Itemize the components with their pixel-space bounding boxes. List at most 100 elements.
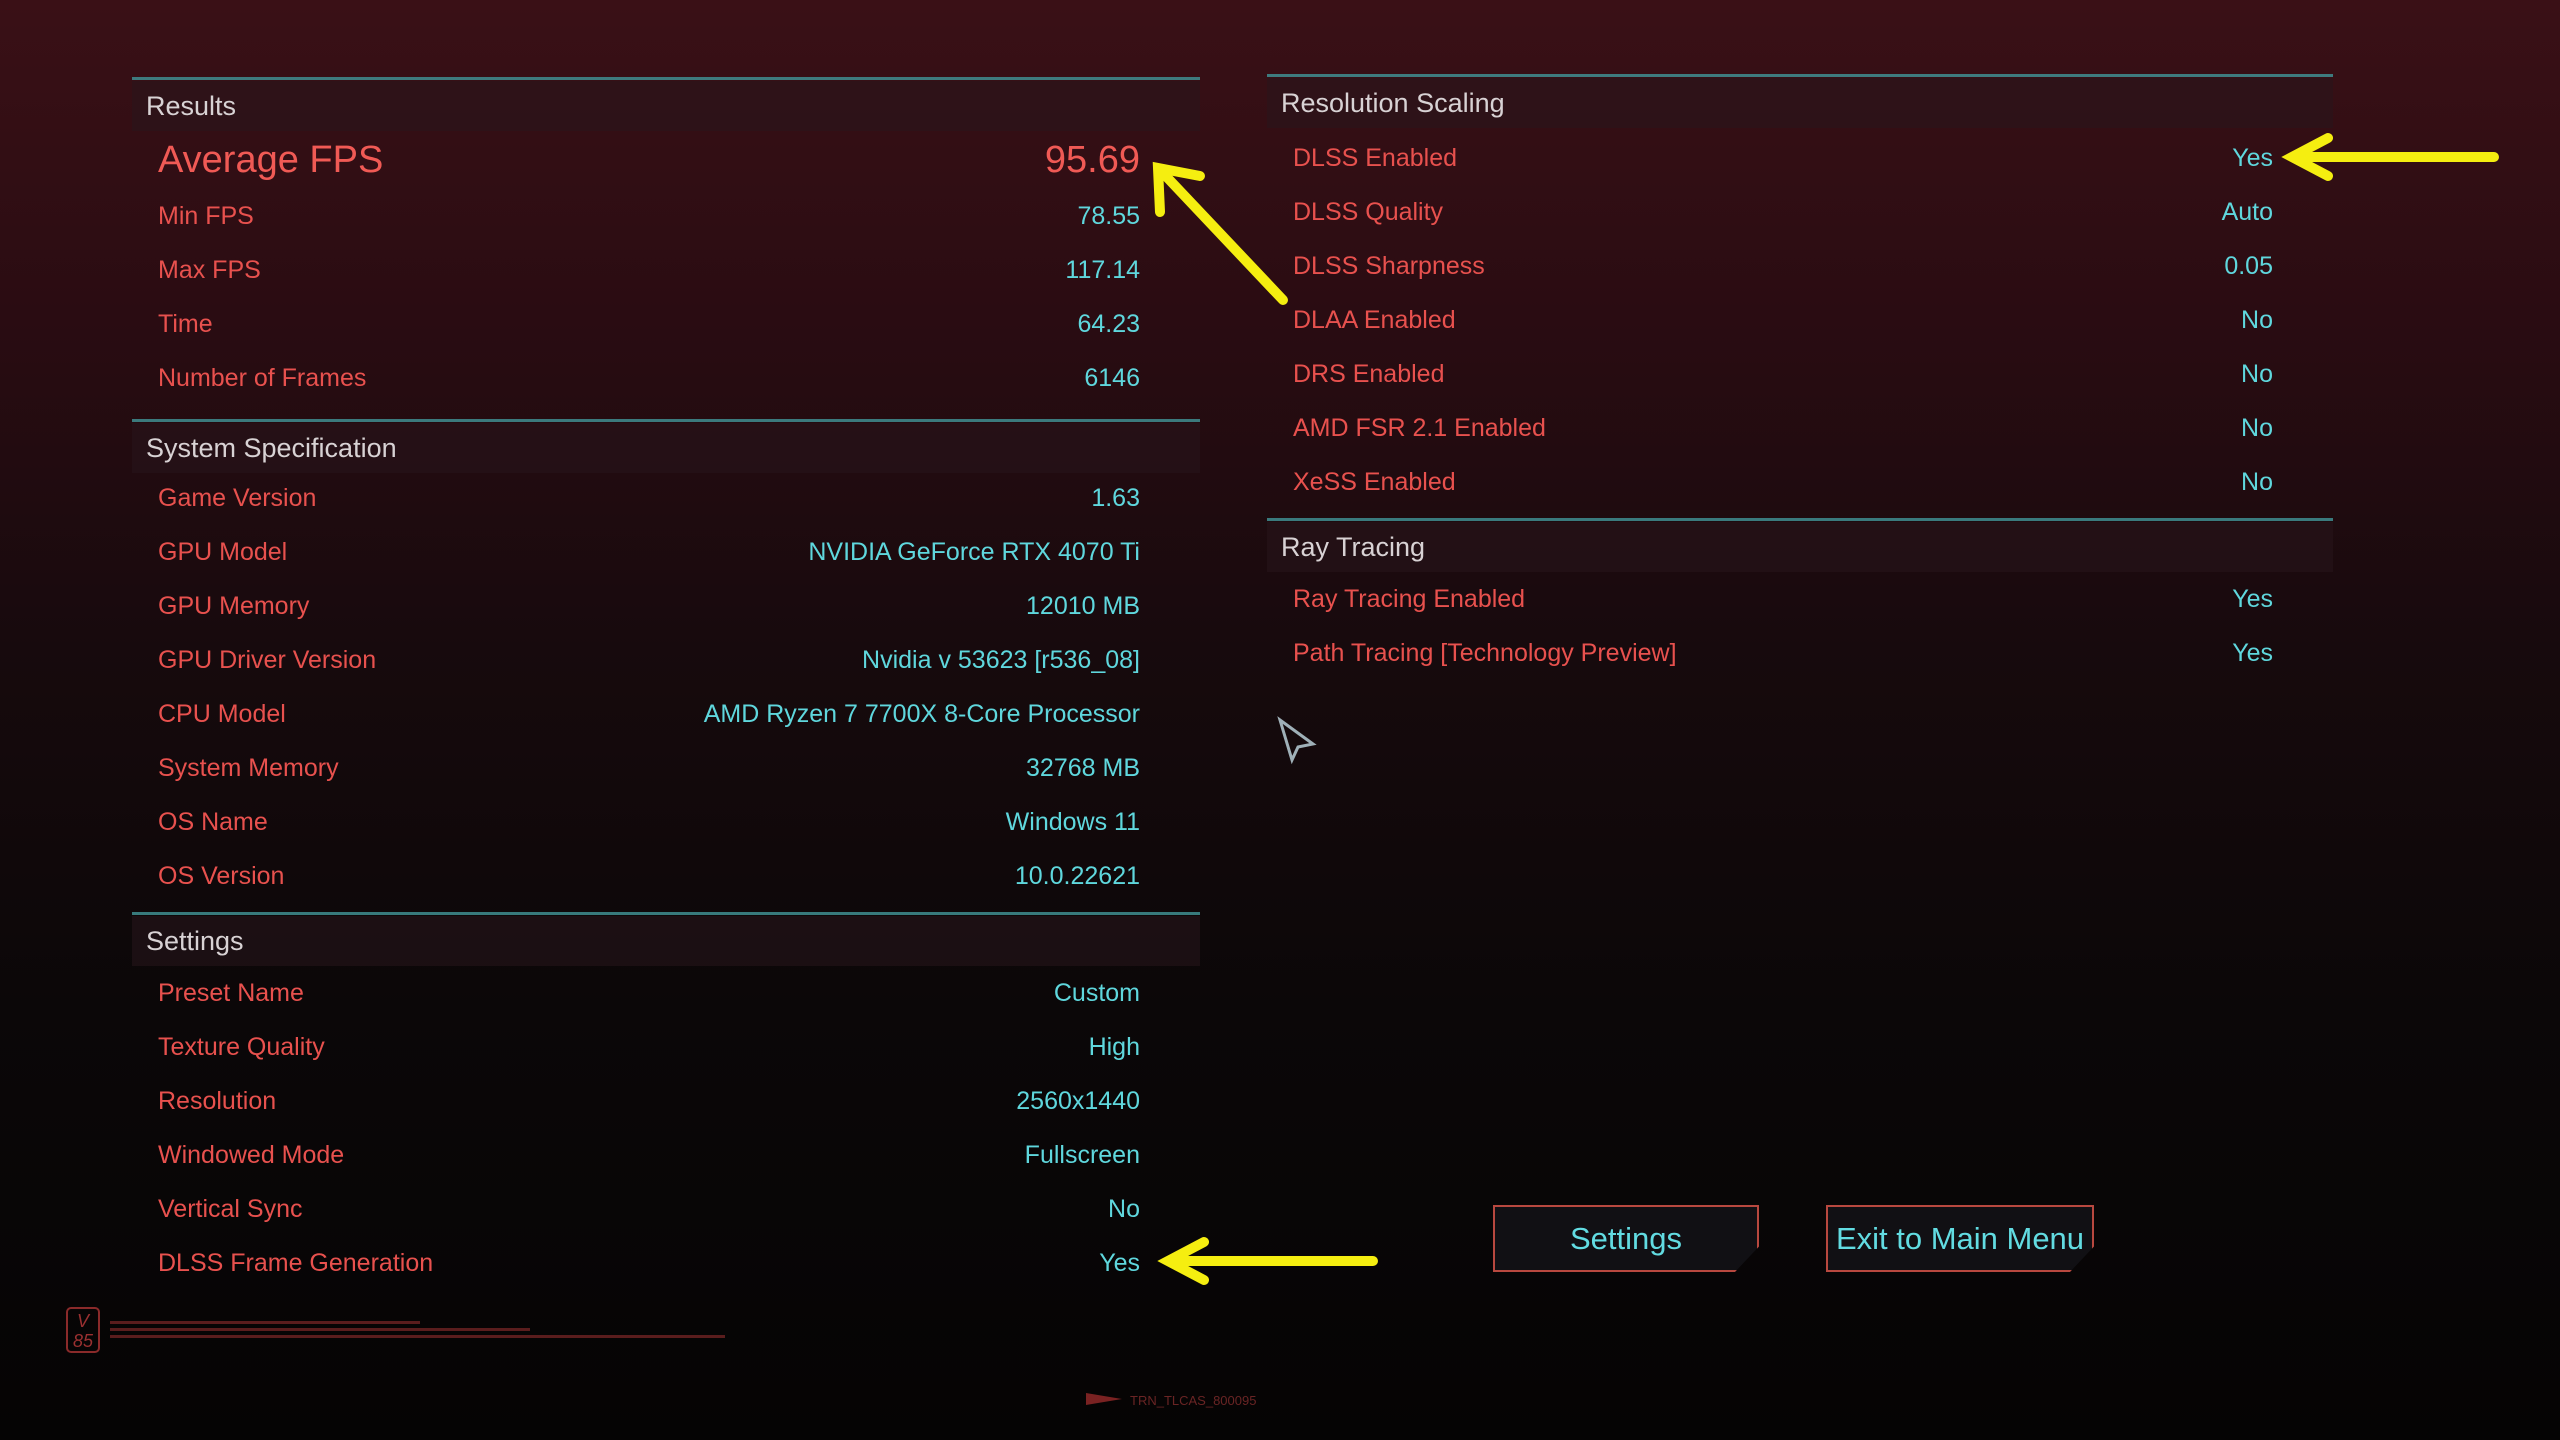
stat-label: GPU Driver Version [158, 646, 377, 674]
stat-label: DLAA Enabled [1293, 306, 1456, 334]
stat-value: 1.63 [1091, 484, 1140, 512]
fine-print-line [110, 1335, 725, 1338]
section-divider [132, 912, 1200, 915]
stat-label: Number of Frames [158, 364, 367, 392]
stat-label: Windowed Mode [158, 1141, 345, 1169]
stat-value: Fullscreen [1024, 1141, 1140, 1169]
version-logo: V 85 [66, 1307, 100, 1353]
stat-label: Texture Quality [158, 1033, 325, 1061]
stat-row: Number of Frames 6146 [132, 353, 1200, 403]
stat-label: Max FPS [158, 256, 261, 284]
stat-row: CPU Model AMD Ryzen 7 7700X 8-Core Proces… [132, 689, 1200, 739]
stat-value: 95.69 [1044, 139, 1140, 181]
stat-label: CPU Model [158, 700, 286, 728]
stat-row: GPU Model NVIDIA GeForce RTX 4070 Ti [132, 527, 1200, 577]
stat-label: Preset Name [158, 979, 304, 1007]
stat-row: Texture Quality High [132, 1022, 1200, 1072]
stat-row: OS Name Windows 11 [132, 797, 1200, 847]
stat-label: Min FPS [158, 202, 254, 230]
stat-label: GPU Model [158, 538, 288, 566]
stat-row: DLSS Sharpness 0.05 [1267, 241, 2333, 291]
section-divider [132, 77, 1200, 80]
fine-print-line [110, 1321, 420, 1324]
stat-value: AMD Ryzen 7 7700X 8-Core Processor [703, 700, 1140, 728]
build-code: TRN_TLCAS_800095 [1130, 1393, 1257, 1408]
yellow-annotation-arrow-icon [1152, 161, 1288, 305]
stat-value: No [2241, 414, 2273, 442]
pointer-cursor-icon [1277, 716, 1317, 765]
stat-value: 32768 MB [1026, 754, 1140, 782]
section-header-ray-tracing: Ray Tracing [1267, 522, 2333, 572]
stat-label: Game Version [158, 484, 317, 512]
stat-value: Custom [1053, 979, 1140, 1007]
stat-label: OS Name [158, 808, 268, 836]
stat-row: Time 64.23 [132, 299, 1200, 349]
stat-label: Vertical Sync [158, 1195, 303, 1223]
stat-row: DLSS Frame Generation Yes [132, 1238, 1200, 1288]
stat-value: Windows 11 [1005, 808, 1140, 836]
stat-row: Preset Name Custom [132, 968, 1200, 1018]
stat-label: GPU Memory [158, 592, 310, 620]
stat-row: GPU Driver Version Nvidia v 53623 [r536_0… [132, 635, 1200, 685]
stat-row: DLSS Enabled Yes [1267, 133, 2333, 183]
stat-row: OS Version 10.0.22621 [132, 851, 1200, 901]
stat-label: Resolution [158, 1087, 277, 1115]
stat-value: 64.23 [1077, 310, 1140, 338]
stat-value: Yes [2232, 639, 2273, 667]
stat-value: 6146 [1084, 364, 1140, 392]
section-header-settings: Settings [132, 916, 1200, 966]
section-header-resolution-scaling: Resolution Scaling [1267, 78, 2333, 128]
yellow-annotation-arrow-icon [1157, 1237, 1378, 1285]
stat-row: Max FPS 117.14 [132, 245, 1200, 295]
stat-value: Yes [1099, 1249, 1140, 1277]
stat-value: Nvidia v 53623 [r536_08] [862, 646, 1140, 674]
stat-value: 117.14 [1065, 256, 1140, 284]
stat-row: Average FPS 95.69 [132, 135, 1200, 185]
stat-label: DRS Enabled [1293, 360, 1445, 388]
stat-row: Path Tracing [Technology Preview] Yes [1267, 628, 2333, 678]
stat-row: DLSS Quality Auto [1267, 187, 2333, 237]
exit-to-main-menu-button[interactable]: Exit to Main Menu [1826, 1205, 2094, 1272]
stat-label: Path Tracing [Technology Preview] [1293, 639, 1677, 667]
stat-value: No [1108, 1195, 1140, 1223]
triangle-marker-icon [1086, 1393, 1122, 1405]
stat-row: AMD FSR 2.1 Enabled No [1267, 403, 2333, 453]
stat-value: 0.05 [2224, 252, 2273, 280]
stat-value: 78.55 [1077, 202, 1140, 230]
stat-value: Auto [2221, 198, 2273, 226]
stat-label: System Memory [158, 754, 339, 782]
stat-value: No [2241, 306, 2273, 334]
stat-row: Vertical Sync No [132, 1184, 1200, 1234]
logo-text: V 85 [72, 1311, 94, 1351]
stat-label: OS Version [158, 862, 285, 890]
stat-row: GPU Memory 12010 MB [132, 581, 1200, 631]
stat-label: DLSS Frame Generation [158, 1249, 434, 1277]
stat-label: AMD FSR 2.1 Enabled [1293, 414, 1546, 442]
stat-value: Yes [2232, 144, 2273, 172]
fine-print-line [110, 1328, 530, 1331]
stat-row: Game Version 1.63 [132, 473, 1200, 523]
section-divider [1267, 74, 2333, 77]
stat-label: Ray Tracing Enabled [1293, 585, 1526, 613]
section-divider [132, 419, 1200, 422]
settings-button[interactable]: Settings [1493, 1205, 1759, 1272]
stat-value: NVIDIA GeForce RTX 4070 Ti [808, 538, 1140, 566]
stat-row: DLAA Enabled No [1267, 295, 2333, 345]
stat-row: Windowed Mode Fullscreen [132, 1130, 1200, 1180]
stat-value: 10.0.22621 [1014, 862, 1140, 890]
stat-row: Min FPS 78.55 [132, 191, 1200, 241]
stat-value: Yes [2232, 585, 2273, 613]
stat-label: XeSS Enabled [1293, 468, 1456, 496]
section-header-results: Results [132, 81, 1200, 131]
stat-label: DLSS Enabled [1293, 144, 1458, 172]
stat-label: Average FPS [158, 139, 384, 181]
section-header-system-specification: System Specification [132, 423, 1200, 473]
stat-row: Ray Tracing Enabled Yes [1267, 574, 2333, 624]
stat-row: System Memory 32768 MB [132, 743, 1200, 793]
stat-row: XeSS Enabled No [1267, 457, 2333, 507]
stat-value: No [2241, 468, 2273, 496]
stat-row: DRS Enabled No [1267, 349, 2333, 399]
stat-value: 2560x1440 [1016, 1087, 1140, 1115]
stat-label: DLSS Sharpness [1293, 252, 1485, 280]
